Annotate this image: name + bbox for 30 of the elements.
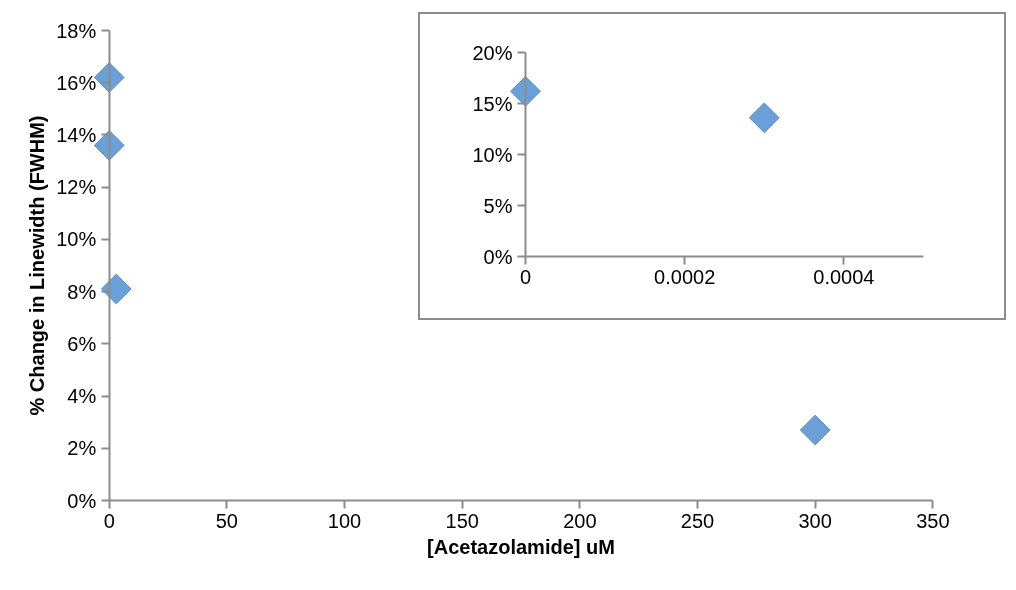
y-tick-label: 6% [67,332,97,355]
y-axis-title: % Change in Linewidth (FWHM) [26,115,49,416]
x-tick-label: 350 [916,509,950,532]
y-tick-label: 14% [56,123,97,146]
y-tick-label: 15% [472,92,513,115]
y-tick-label: 8% [67,280,97,303]
x-tick-label: 0 [519,265,532,288]
y-tick-label: 16% [56,71,97,94]
x-tick-label: 0.0002 [654,265,716,288]
y-tick-label: 20% [472,41,513,64]
y-tick-label: 4% [67,385,97,408]
point [799,414,831,446]
y-tick-label: 10% [472,143,513,166]
x-tick-label: 150 [445,509,479,532]
y-tick-label: 18% [56,19,97,42]
x-tick-label: 200 [563,509,597,532]
x-tick-label: 50 [215,509,239,532]
x-tick-label: 300 [798,509,832,532]
x-axis-title: [Acetazolamide] uM [427,535,615,558]
point [100,273,132,305]
x-tick-label: 0.0004 [813,265,875,288]
x-tick-label: 0 [103,509,115,532]
y-tick-label: 12% [56,176,97,199]
y-tick-label: 10% [56,228,97,251]
x-tick-label: 100 [327,509,362,532]
y-tick-label: 0% [483,245,513,268]
y-tick-label: 2% [67,437,97,460]
y-tick-label: 0% [67,489,97,512]
x-tick-label: 250 [680,509,715,532]
y-tick-label: 5% [483,194,513,217]
